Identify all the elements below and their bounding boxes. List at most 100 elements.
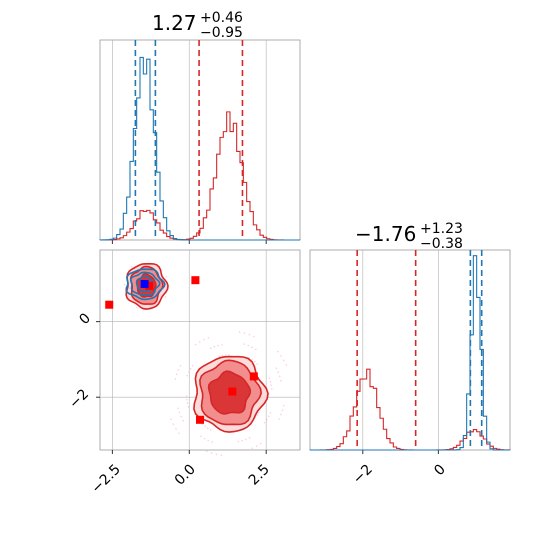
marginal-panel-param-1 xyxy=(99,39,301,244)
scatter-point xyxy=(270,384,273,387)
x-tick-label: −2 xyxy=(350,462,376,488)
scatter-point xyxy=(247,344,250,347)
scatter-point xyxy=(211,441,213,443)
scatter-point xyxy=(275,367,278,369)
scatter-point xyxy=(180,415,182,418)
scatter-point xyxy=(172,423,175,425)
scatter-point xyxy=(280,379,282,382)
scatter-point xyxy=(194,343,197,346)
scatter-point xyxy=(186,402,189,405)
scatter-point xyxy=(205,450,208,453)
plot-frame xyxy=(99,39,301,241)
x-tick-label: 0.0 xyxy=(172,462,199,489)
truth-marker xyxy=(105,300,114,309)
scatter-point xyxy=(251,447,254,449)
scatter-point xyxy=(221,354,224,357)
contour-level xyxy=(135,275,154,293)
scatter-point xyxy=(271,388,273,390)
scatter-point xyxy=(189,368,192,370)
scatter-point xyxy=(182,419,185,422)
scatter-point xyxy=(265,418,268,421)
scatter-point xyxy=(207,336,210,339)
scatter-point xyxy=(164,296,167,298)
scatter-point xyxy=(285,364,288,366)
contour-level xyxy=(125,268,166,301)
scatter-point xyxy=(253,360,256,363)
scatter-point xyxy=(123,283,126,286)
scatter-point xyxy=(248,333,251,336)
title-param-2-plus: +1.23 xyxy=(420,221,463,237)
scatter-point xyxy=(246,449,249,451)
scatter-point xyxy=(136,306,138,309)
contour-level xyxy=(129,271,161,296)
scatter-point xyxy=(269,412,272,414)
scatter-point xyxy=(186,374,189,377)
y-tick-label: −2 xyxy=(66,386,92,412)
scatter-point xyxy=(178,432,180,434)
scatter-point xyxy=(188,371,190,373)
scatter-point xyxy=(203,338,205,341)
truth-marker xyxy=(191,276,200,285)
scatter-point xyxy=(209,429,212,431)
x-tick-label: −2.5 xyxy=(88,462,123,497)
scatter-point xyxy=(177,407,179,410)
scatter-point xyxy=(175,373,178,376)
scatter-point xyxy=(191,364,194,367)
scatter-point xyxy=(206,427,209,430)
scatter-point xyxy=(251,346,253,349)
scatter-point xyxy=(224,354,227,356)
scatter-point xyxy=(200,435,202,438)
scatter-point xyxy=(204,425,206,428)
scatter-point xyxy=(215,453,218,456)
scatter-point xyxy=(174,378,177,380)
truth-marker xyxy=(249,372,258,381)
title-param-1-plus: +0.46 xyxy=(200,10,243,26)
truth-marker xyxy=(196,415,204,424)
scatter-point xyxy=(209,347,212,349)
title-param-1-median: 1.27 xyxy=(152,11,197,35)
scatter-point xyxy=(179,364,182,367)
scatter-point xyxy=(227,354,230,356)
histogram-series xyxy=(99,56,300,241)
y-tick-label: 0 xyxy=(76,310,94,328)
scatter-point xyxy=(165,275,168,278)
scatter-point xyxy=(187,405,190,408)
x-tick-label: 0 xyxy=(431,462,449,480)
joint-panel xyxy=(96,249,301,456)
scatter-point xyxy=(241,439,243,442)
scatter-point xyxy=(185,395,188,397)
title-param-1-minus: −0.95 xyxy=(200,25,243,41)
scatter-point xyxy=(207,439,210,442)
truth-marker xyxy=(140,279,149,288)
histogram-series xyxy=(310,255,510,451)
scatter-point xyxy=(283,359,285,362)
scatter-point xyxy=(243,332,246,334)
scatter-point xyxy=(251,358,253,361)
scatter-point xyxy=(237,440,240,443)
scatter-point xyxy=(278,418,280,420)
scatter-point xyxy=(213,345,216,348)
scatter-point xyxy=(238,331,241,333)
scatter-point xyxy=(267,415,270,418)
scatter-point xyxy=(276,350,279,353)
scatter-point xyxy=(245,438,247,441)
scatter-point xyxy=(186,398,188,401)
scatter-point xyxy=(198,341,201,343)
scatter-point xyxy=(177,369,180,371)
scatter-point xyxy=(280,355,282,357)
scatter-point xyxy=(269,381,272,383)
scatter-point xyxy=(253,335,255,338)
title-param-2-median: −1.76 xyxy=(355,222,416,246)
scatter-point xyxy=(170,418,172,421)
scatter-point xyxy=(280,413,282,416)
scatter-point xyxy=(221,344,223,346)
scatter-point xyxy=(268,377,271,380)
scatter-point xyxy=(258,411,260,414)
marginal-panel-param-2 xyxy=(309,249,511,454)
scatter-point xyxy=(203,437,206,440)
scatter-point xyxy=(130,265,133,268)
scatter-point xyxy=(259,442,262,445)
scatter-point xyxy=(255,445,258,447)
scatter-point xyxy=(254,348,257,351)
